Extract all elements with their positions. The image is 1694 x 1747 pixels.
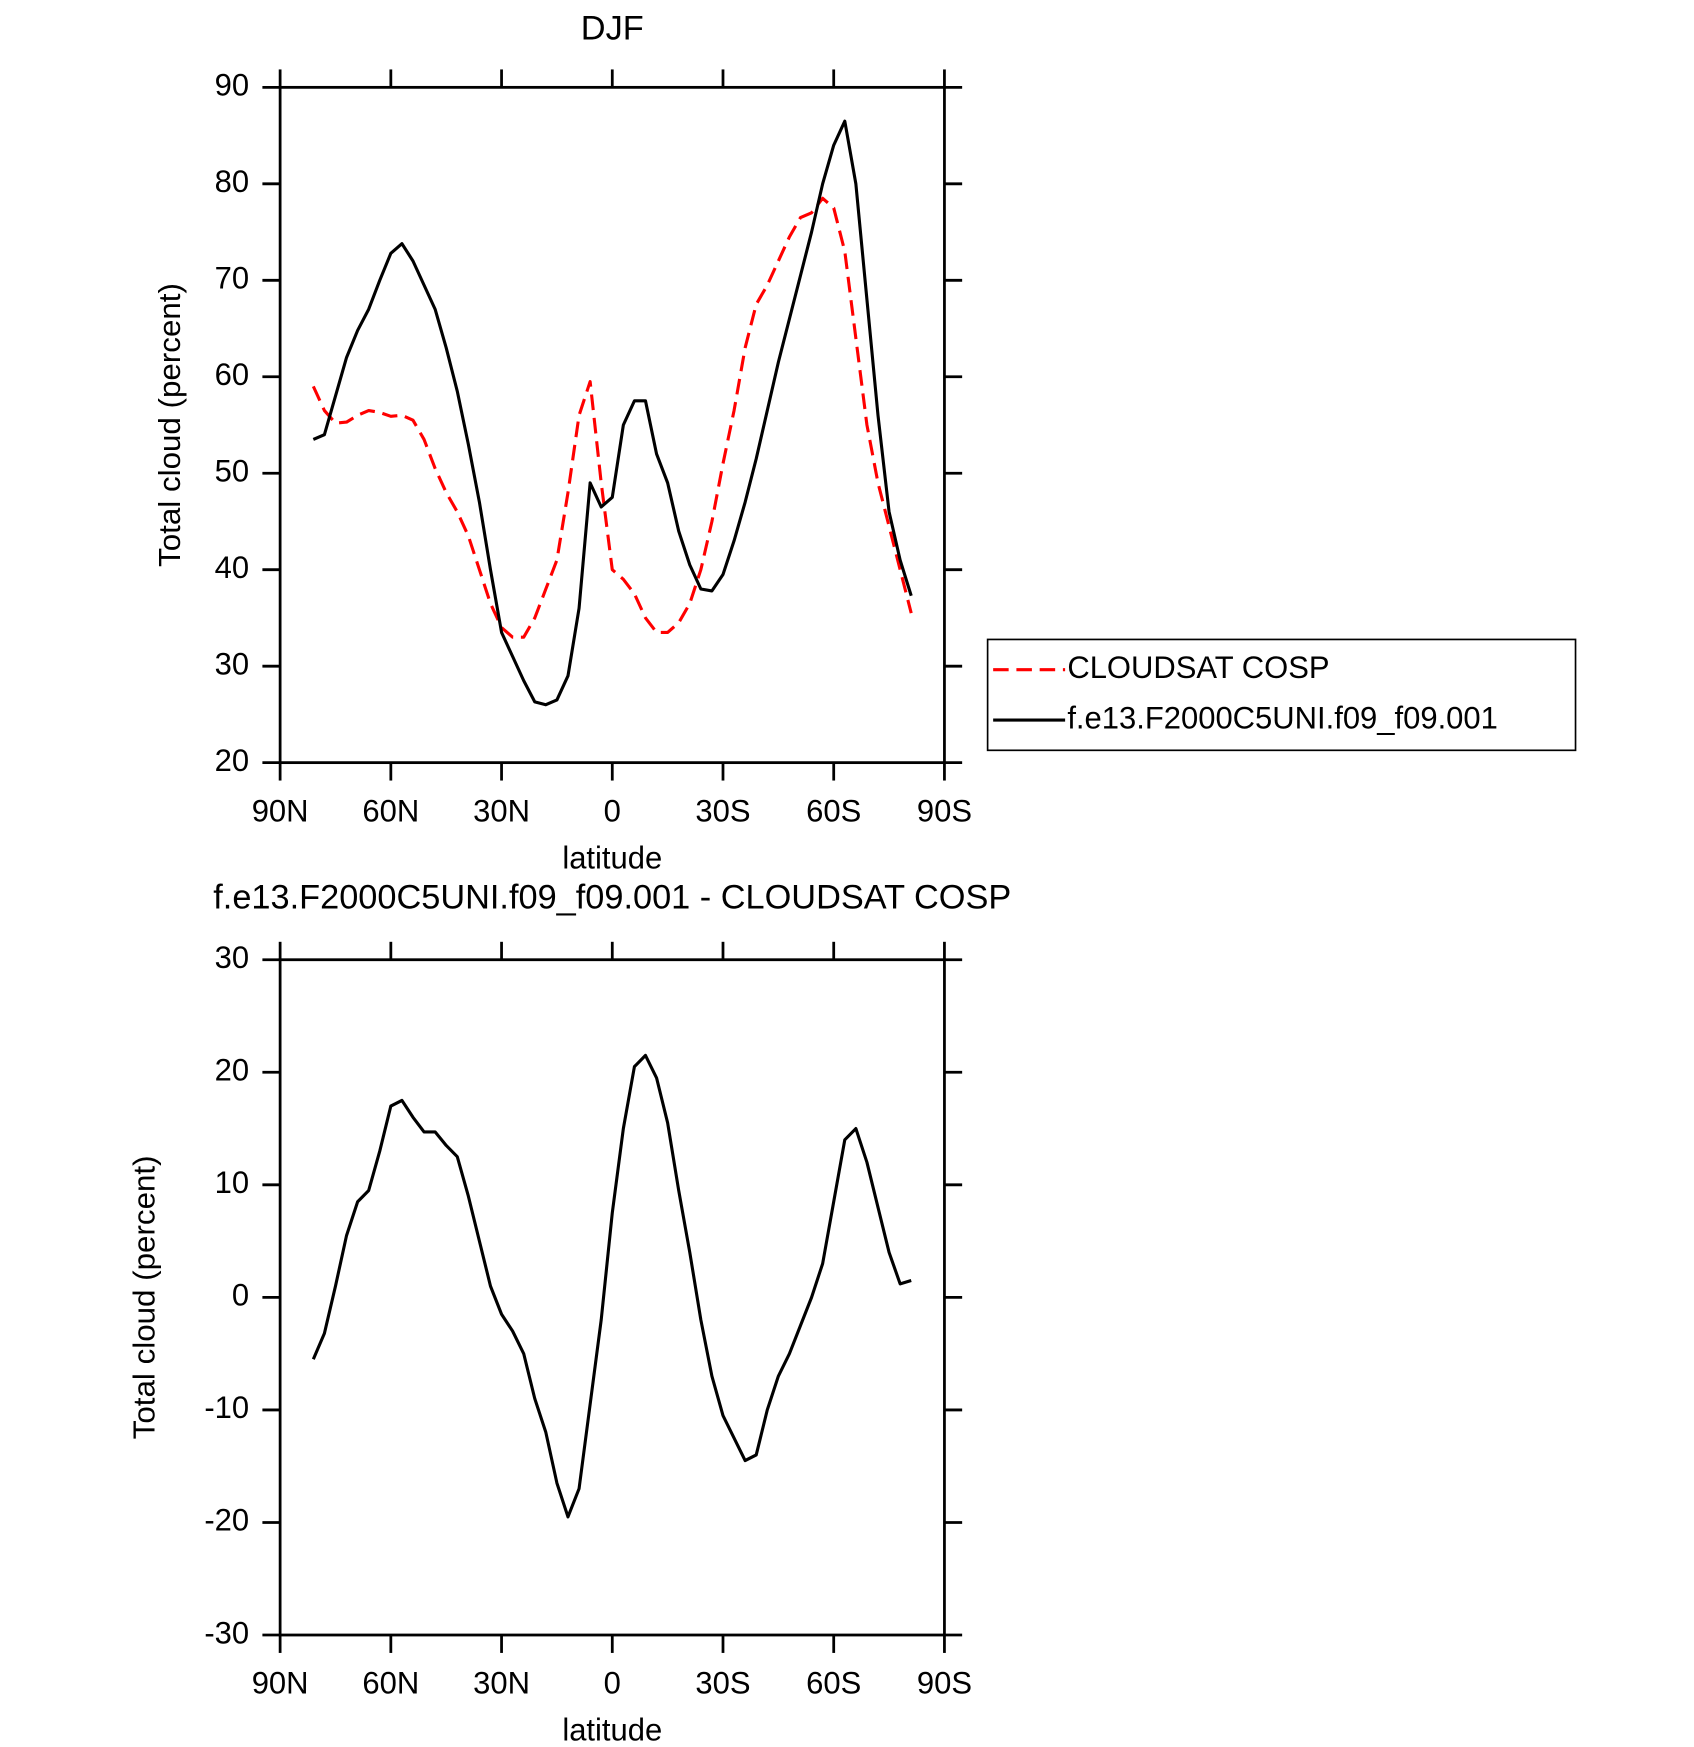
y-tick-label: 30	[215, 646, 249, 681]
y-tick-label: 60	[215, 357, 249, 392]
x-tick-label: 90N	[252, 793, 309, 828]
x-tick-label: 30N	[473, 793, 530, 828]
x-tick-label: 60S	[806, 793, 861, 828]
legend-label: f.e13.F2000C5UNI.f09_f09.001	[1067, 700, 1498, 735]
x-tick-label: 60S	[806, 1666, 861, 1701]
data-line	[312, 119, 913, 707]
x-axis-label: latitude	[562, 1713, 662, 1747]
data-line	[311, 196, 913, 639]
x-tick-label: 90S	[917, 793, 972, 828]
y-tick-label: 50	[215, 453, 249, 488]
y-axis-label: Total cloud (percent)	[126, 1155, 161, 1439]
x-tick-label: 30N	[473, 1666, 530, 1701]
x-tick-label: 90N	[252, 1666, 309, 1701]
y-tick-label: 10	[215, 1165, 249, 1200]
y-axis-label: Total cloud (percent)	[152, 283, 187, 567]
legend-label: CLOUDSAT COSP	[1067, 650, 1329, 685]
x-tick-label: 30S	[695, 1666, 750, 1701]
x-axis-label: latitude	[562, 840, 662, 875]
x-tick-label: 60N	[362, 793, 419, 828]
y-tick-label: -20	[204, 1503, 249, 1538]
y-tick-label: 30	[215, 940, 249, 975]
x-tick-label: 0	[604, 793, 621, 828]
y-tick-label: 80	[215, 164, 249, 199]
legend-box	[986, 638, 1577, 752]
y-tick-label: 0	[232, 1277, 249, 1312]
x-tick-label: 90S	[917, 1666, 972, 1701]
plot-frame	[278, 85, 946, 765]
y-tick-label: 90	[215, 67, 249, 102]
x-tick-label: 0	[604, 1666, 621, 1701]
y-tick-label: -30	[204, 1615, 249, 1650]
y-tick-label: 70	[215, 260, 249, 295]
y-tick-label: -10	[204, 1390, 249, 1425]
y-tick-label: 20	[215, 743, 249, 778]
chart-title: f.e13.F2000C5UNI.f09_f09.001 - CLOUDSAT …	[213, 878, 1011, 916]
y-tick-label: 40	[215, 550, 249, 585]
data-line	[311, 1053, 912, 1519]
x-tick-label: 60N	[362, 1666, 419, 1701]
chart-title: DJF	[581, 9, 644, 47]
y-tick-label: 20	[215, 1052, 249, 1087]
x-tick-label: 30S	[695, 793, 750, 828]
plot-frame	[278, 958, 946, 1637]
